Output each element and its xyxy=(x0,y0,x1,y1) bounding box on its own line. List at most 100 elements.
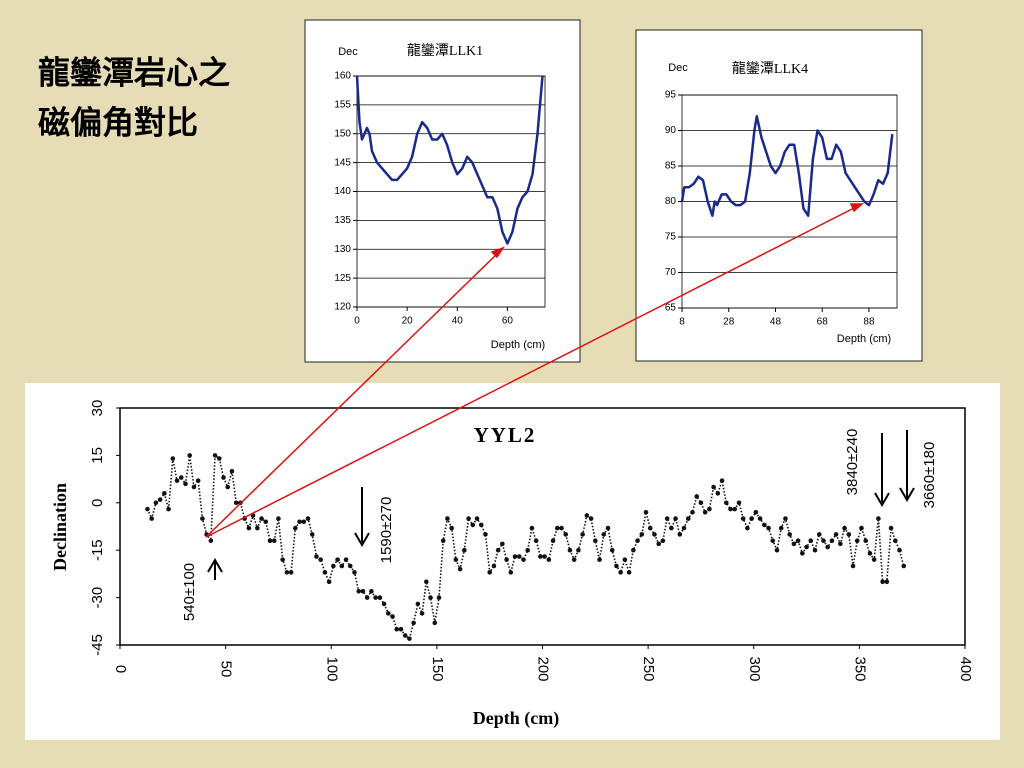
data-point xyxy=(719,478,725,483)
data-point xyxy=(812,547,818,553)
chart-title: 龍鑾潭LLK4 xyxy=(732,60,808,77)
data-point xyxy=(301,519,307,525)
data-point xyxy=(842,525,847,531)
data-point xyxy=(711,484,716,490)
data-point xyxy=(673,516,678,521)
data-point xyxy=(263,519,269,525)
data-point xyxy=(867,551,873,556)
y-tick-label: 75 xyxy=(665,232,677,243)
data-point xyxy=(170,456,176,461)
data-point xyxy=(385,611,391,616)
data-point xyxy=(394,626,400,632)
y-tick-label: 15 xyxy=(89,447,106,464)
data-point xyxy=(495,547,501,553)
data-point xyxy=(271,538,277,544)
data-point xyxy=(364,595,370,600)
y-tick-label: 125 xyxy=(334,273,351,284)
data-point xyxy=(415,601,421,607)
data-point xyxy=(390,614,395,619)
data-point xyxy=(436,595,442,600)
data-point xyxy=(216,456,222,461)
data-point xyxy=(157,497,163,502)
data-point xyxy=(212,453,218,458)
data-point xyxy=(838,541,843,547)
data-point xyxy=(888,525,894,531)
data-point xyxy=(740,516,746,521)
data-point xyxy=(259,516,264,521)
data-point xyxy=(200,516,205,521)
y-tick-label: 145 xyxy=(334,157,351,168)
data-point xyxy=(347,563,353,569)
age-annotation: 1590±270 xyxy=(378,497,395,564)
y-tick-label: 150 xyxy=(334,128,351,139)
data-point xyxy=(871,557,877,562)
data-point xyxy=(816,532,822,537)
y-tick-label: 65 xyxy=(665,303,677,314)
data-point xyxy=(381,601,387,607)
data-point xyxy=(821,538,826,544)
data-point xyxy=(635,538,640,544)
data-point xyxy=(166,506,171,512)
data-point xyxy=(639,532,645,537)
data-point xyxy=(707,506,712,512)
data-point xyxy=(255,525,260,531)
data-point xyxy=(749,516,754,521)
data-point xyxy=(432,620,438,626)
data-point xyxy=(500,541,505,547)
data-point xyxy=(440,538,446,544)
y-tick-label: 90 xyxy=(665,125,677,136)
data-point xyxy=(512,554,518,559)
data-point xyxy=(901,563,907,569)
data-point xyxy=(698,500,704,506)
data-point xyxy=(233,500,239,506)
data-point xyxy=(897,547,902,553)
x-tick-label: 8 xyxy=(679,317,685,328)
data-point xyxy=(356,588,362,594)
data-point xyxy=(229,468,235,474)
data-point xyxy=(162,491,167,496)
x-tick-label: 40 xyxy=(452,316,464,327)
data-point xyxy=(702,509,708,515)
data-point xyxy=(609,547,615,553)
data-point xyxy=(377,595,383,600)
data-point xyxy=(626,570,632,575)
data-point xyxy=(305,516,311,521)
data-point xyxy=(491,563,497,569)
plot-frame xyxy=(119,407,966,646)
data-point xyxy=(787,532,792,537)
data-point xyxy=(309,532,315,537)
data-point xyxy=(660,538,666,544)
data-point xyxy=(677,532,683,537)
correlation-arrows xyxy=(205,203,864,538)
data-point xyxy=(343,557,349,562)
data-point xyxy=(314,554,319,559)
data-point xyxy=(457,566,463,572)
data-point xyxy=(770,538,776,544)
x-tick-label: 48 xyxy=(770,317,782,328)
data-point xyxy=(335,557,340,562)
x-tick-label: 100 xyxy=(323,656,340,681)
data-point xyxy=(276,516,281,521)
data-point xyxy=(876,516,881,521)
data-point xyxy=(504,557,509,562)
data-point xyxy=(178,475,184,480)
data-point xyxy=(508,570,514,575)
y-tick-label: 135 xyxy=(334,215,351,226)
data-point xyxy=(474,516,480,521)
data-point xyxy=(407,636,412,641)
data-point xyxy=(525,547,531,553)
data-point xyxy=(766,525,771,531)
data-point xyxy=(825,544,830,550)
data-point xyxy=(656,541,661,547)
y-tick-label: -45 xyxy=(89,634,106,656)
data-point xyxy=(550,538,556,544)
data-point xyxy=(284,570,290,575)
x-tick-label: 400 xyxy=(957,656,974,681)
x-tick-label: 150 xyxy=(429,656,446,681)
y-tick-label: -15 xyxy=(89,539,106,561)
plot-frame xyxy=(356,75,546,308)
data-point xyxy=(470,522,476,528)
x-tick-label: 200 xyxy=(535,656,552,681)
data-point xyxy=(191,484,197,490)
